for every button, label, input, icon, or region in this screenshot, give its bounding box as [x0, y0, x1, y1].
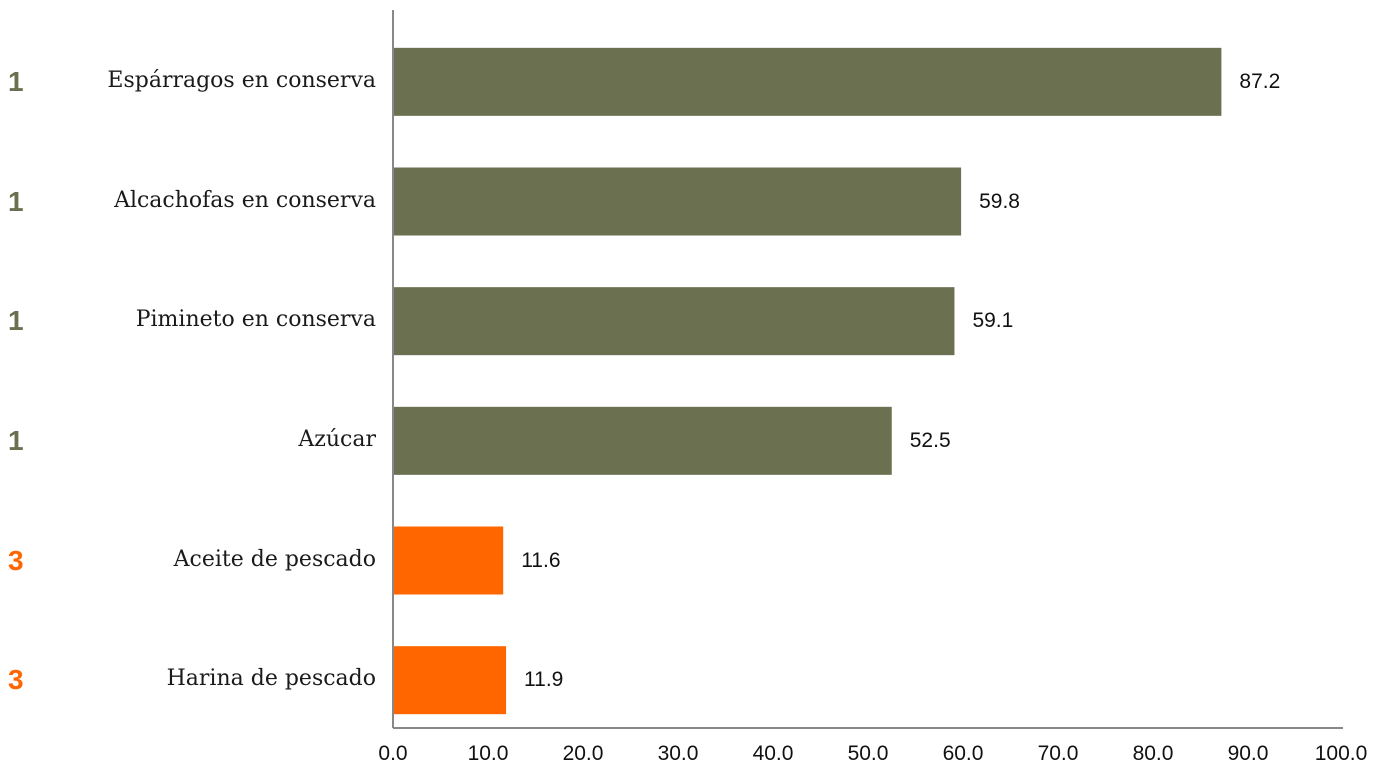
rank-label: 1 — [8, 305, 24, 337]
rank-label: 1 — [8, 424, 24, 456]
x-tick-label: 80.0 — [1132, 742, 1174, 765]
category-label: Aceite de pescado — [173, 546, 376, 572]
x-tick-label: 20.0 — [562, 742, 604, 765]
category-label: Harina de pescado — [166, 666, 376, 692]
x-tick-label: 50.0 — [847, 742, 889, 765]
category-label: Espárragos en conserva — [107, 67, 376, 93]
rank-label: 3 — [8, 664, 24, 696]
data-label: 11.6 — [521, 548, 561, 572]
rank-label: 3 — [8, 544, 24, 576]
bar — [394, 526, 504, 595]
x-tick-label: 30.0 — [657, 742, 699, 765]
bar — [394, 167, 962, 236]
bar — [394, 47, 1222, 116]
rank-label: 1 — [8, 185, 24, 217]
bar — [394, 406, 892, 475]
x-tick-label: 100.0 — [1314, 742, 1368, 765]
x-tick-label: 40.0 — [752, 742, 794, 765]
rank-label: 1 — [8, 65, 24, 97]
data-label: 52.5 — [909, 428, 951, 452]
category-label: Alcachofas en conserva — [114, 187, 376, 213]
x-tick-label: 60.0 — [942, 742, 984, 765]
x-tick-label: 90.0 — [1227, 742, 1269, 765]
x-tick-label: 70.0 — [1037, 742, 1079, 765]
category-label: Pimineto en conserva — [135, 307, 376, 333]
data-label: 59.8 — [979, 189, 1020, 213]
bar — [394, 646, 507, 715]
x-tick-label: 0.0 — [378, 742, 408, 765]
category-label: Azúcar — [298, 426, 376, 452]
x-tick-label: 10.0 — [467, 742, 509, 765]
data-label: 11.9 — [524, 668, 564, 692]
data-label: 87.2 — [1239, 69, 1281, 93]
data-label: 59.1 — [972, 309, 1014, 333]
bar — [394, 287, 955, 356]
